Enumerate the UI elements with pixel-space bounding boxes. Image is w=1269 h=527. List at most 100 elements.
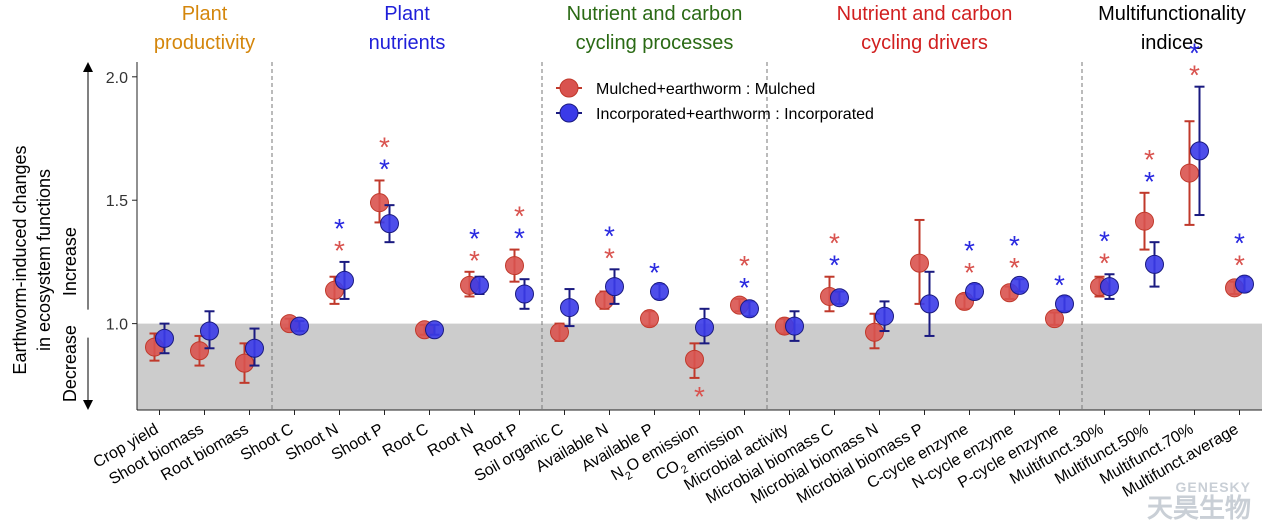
- significance-star: *: [694, 381, 705, 412]
- significance-star: *: [1144, 166, 1155, 197]
- data-point: [380, 214, 399, 234]
- increase-label: Increase: [60, 227, 80, 296]
- data-point: [875, 306, 894, 326]
- data-point: [685, 349, 704, 369]
- x-tick-label: Root N: [425, 421, 477, 461]
- data-point: [695, 317, 714, 337]
- decrease-arrowhead: [83, 400, 93, 410]
- data-point: [910, 253, 929, 273]
- data-point: [785, 316, 804, 336]
- data-series: ****** ******** ***************: [145, 38, 1254, 412]
- data-point: [515, 284, 534, 304]
- y-axis-title-line1: Earthworm-induced changes: [10, 145, 30, 374]
- data-point: [920, 294, 939, 314]
- data-point: [1180, 163, 1199, 183]
- data-point: [560, 298, 579, 318]
- significance-star: *: [379, 153, 390, 184]
- data-point: [370, 193, 389, 213]
- y-tick-label: 2.0: [106, 70, 128, 87]
- data-point: [1055, 294, 1074, 314]
- significance-star: *: [469, 245, 480, 276]
- significance-star: *: [1234, 250, 1245, 281]
- group-title: Plant: [182, 3, 228, 25]
- significance-star: *: [1234, 228, 1245, 259]
- series-1: [155, 85, 1254, 367]
- y-axis-title-line2: in ecosystem functions: [34, 169, 54, 351]
- data-point: [470, 275, 489, 295]
- data-point: [1235, 274, 1254, 294]
- significance-star: *: [1099, 225, 1110, 256]
- significance-star: *: [1099, 247, 1110, 278]
- y-tick-label: 1.0: [106, 317, 128, 334]
- data-point: [1010, 275, 1029, 295]
- data-point: [505, 256, 524, 276]
- significance-star: *: [964, 257, 975, 288]
- significance-star: *: [1144, 144, 1155, 175]
- data-point: [605, 277, 624, 297]
- significance-star: *: [649, 257, 660, 288]
- x-tick-label: Shoot P: [329, 421, 387, 464]
- group-title: Nutrient and carbon: [567, 3, 743, 25]
- significance-star: *: [604, 242, 615, 273]
- data-point: [865, 322, 884, 342]
- group-subtitle: cycling processes: [576, 32, 734, 54]
- data-point: [640, 309, 659, 329]
- group-subtitle: cycling drivers: [861, 32, 988, 54]
- group-headers: Plant productivity Plant nutrients Nutrient …: [154, 3, 1246, 410]
- data-point: [740, 299, 759, 319]
- significance-star: *: [964, 235, 975, 266]
- significance-star: *: [739, 272, 750, 303]
- significance-star: *: [1054, 269, 1065, 300]
- data-point: [1100, 277, 1119, 297]
- legend-marker: [559, 78, 579, 98]
- group-title: Multifunctionality: [1098, 3, 1246, 25]
- data-point: [1135, 211, 1154, 231]
- y-axis-labels: Earthworm-induced changes in ecosystem fu…: [10, 62, 93, 410]
- data-point: [550, 322, 569, 342]
- legend: Mulched+earthworm : Mulched Incorporated+…: [556, 78, 874, 123]
- significance-star: *: [514, 223, 525, 254]
- data-point: [425, 320, 444, 340]
- significance-star: *: [739, 250, 750, 281]
- significance-star: *: [1189, 60, 1200, 91]
- data-point: [830, 288, 849, 308]
- data-point: [1190, 141, 1209, 161]
- legend-label: Incorporated+earthworm : Incorporated: [596, 106, 874, 123]
- data-point: [190, 341, 209, 361]
- data-point: [650, 282, 669, 302]
- significance-star: *: [829, 250, 840, 281]
- increase-arrowhead: [83, 62, 93, 72]
- significance-star: *: [469, 223, 480, 254]
- data-point: [155, 328, 174, 348]
- significance-star: *: [604, 220, 615, 251]
- series-0: [145, 120, 1244, 384]
- group-title: Plant: [384, 3, 430, 25]
- decrease-label: Decrease: [60, 325, 80, 402]
- significance-star: *: [1009, 230, 1020, 261]
- data-point: [965, 282, 984, 302]
- legend-marker: [559, 103, 579, 123]
- significance-star: *: [829, 228, 840, 259]
- data-point: [335, 270, 354, 290]
- watermark: GENESKY 天昊生物: [1147, 479, 1251, 521]
- legend-label: Mulched+earthworm : Mulched: [596, 81, 815, 98]
- significance-star: *: [1009, 252, 1020, 283]
- group-subtitle: indices: [1141, 32, 1203, 54]
- group-title: Nutrient and carbon: [837, 3, 1013, 25]
- significance-star: *: [514, 201, 525, 232]
- watermark-en: GENESKY: [1175, 479, 1251, 495]
- significance-star: *: [334, 235, 345, 266]
- data-point: [1145, 254, 1164, 274]
- x-tick-label: Root C: [380, 421, 432, 461]
- group-subtitle: productivity: [154, 32, 255, 54]
- significance-star: *: [379, 131, 390, 162]
- data-point: [200, 321, 219, 341]
- watermark-cn: 天昊生物: [1146, 493, 1251, 523]
- group-subtitle: nutrients: [369, 32, 446, 54]
- data-point: [290, 316, 309, 336]
- y-tick-label: 1.5: [106, 193, 128, 210]
- data-point: [245, 338, 264, 358]
- data-point: [1045, 309, 1064, 329]
